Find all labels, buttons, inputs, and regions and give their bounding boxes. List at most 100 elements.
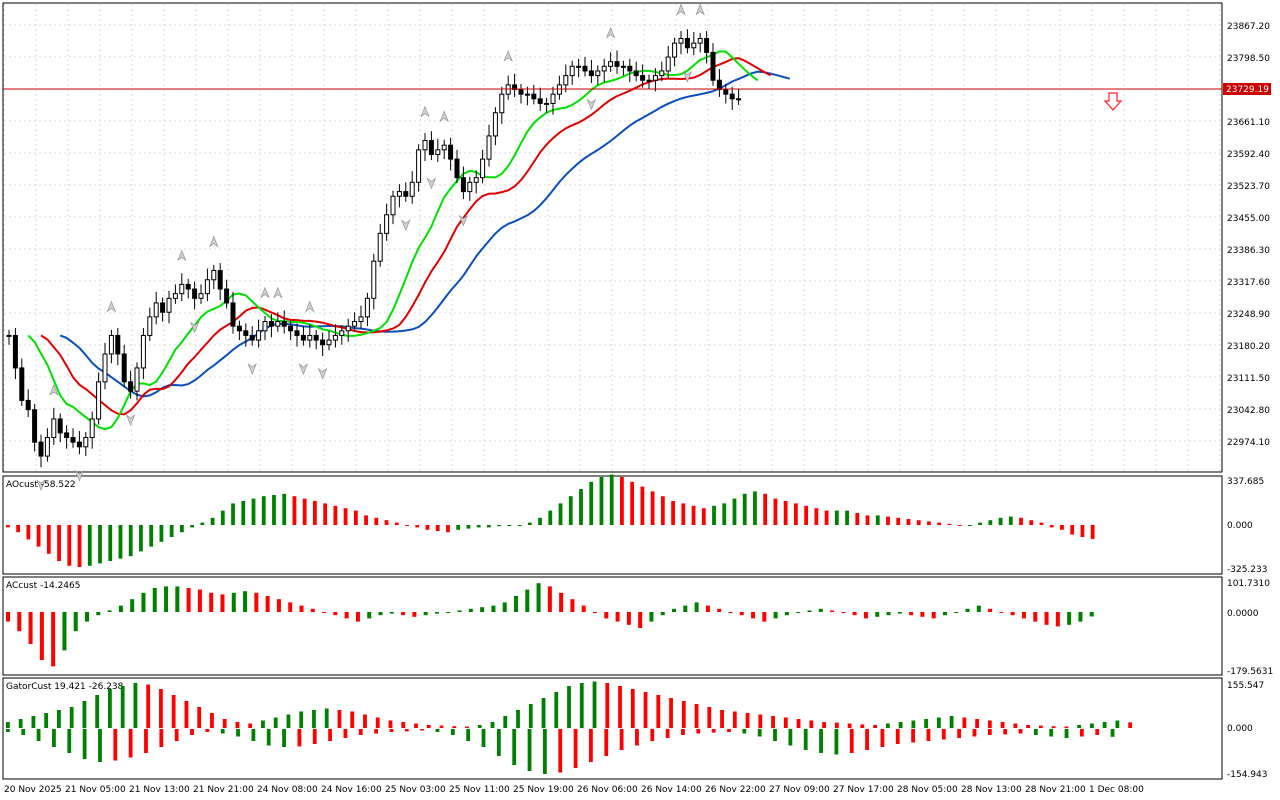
- ac-bar: [1033, 612, 1038, 622]
- ac-bar: [886, 612, 891, 616]
- fractal-up-icon: [605, 26, 616, 39]
- ao-bar: [405, 525, 409, 526]
- ac-bar: [434, 612, 439, 614]
- ao-bar: [210, 517, 215, 525]
- ao-bar: [333, 505, 338, 525]
- ac-bar: [1089, 612, 1094, 617]
- price-tick: 23111.50: [1227, 374, 1270, 384]
- candle-body: [601, 65, 607, 72]
- gator-upper-bar: [541, 698, 546, 728]
- gator-upper-bar: [401, 722, 406, 728]
- ac-bar: [355, 612, 360, 622]
- ao-bar: [486, 525, 491, 528]
- gator-lower-bar: [926, 729, 931, 741]
- ao-bar: [415, 525, 420, 528]
- main-price-pane[interactable]: [2, 2, 1223, 473]
- ac-bar: [638, 612, 643, 628]
- gator-lower-bar: [742, 729, 747, 734]
- ao-bar: [834, 510, 839, 525]
- gator-upper-bar: [235, 722, 240, 728]
- gator-lower-bar: [650, 729, 655, 741]
- candle-body: [6, 334, 12, 337]
- gator-upper-bar: [898, 722, 903, 728]
- ao-bar: [691, 505, 696, 525]
- ao-bar: [425, 525, 430, 530]
- gator-upper-bar: [528, 704, 533, 728]
- ac-bar: [197, 589, 202, 612]
- gator-lower-bar: [174, 729, 179, 741]
- gator-upper-bar: [924, 719, 929, 728]
- ac-bar: [976, 605, 981, 612]
- gator-upper-bar: [82, 701, 87, 728]
- candle-body: [326, 339, 332, 346]
- gator-lower-bar: [82, 729, 87, 759]
- candle-body: [134, 367, 140, 392]
- ac-bar: [796, 612, 801, 613]
- ao-bar: [978, 522, 982, 525]
- gator-lower-bar: [1003, 729, 1008, 735]
- candle-body: [121, 353, 127, 383]
- gator-histogram: [6, 681, 1133, 774]
- ao-bar: [620, 477, 624, 525]
- gator-upper-bar: [108, 689, 112, 728]
- gator-lower-bar: [420, 729, 425, 731]
- fractal-down-icon: [125, 414, 136, 426]
- ao-bar: [272, 495, 276, 525]
- ac-bar: [209, 592, 214, 612]
- candle-body: [697, 37, 703, 44]
- gator-upper-bar: [439, 725, 444, 728]
- gator-lower-bar: [159, 729, 164, 747]
- ac-bar: [423, 612, 428, 616]
- ao-bar: [855, 513, 860, 525]
- candle-body: [422, 140, 428, 151]
- time-label: 24 Nov 16:00: [321, 785, 382, 795]
- ac-bar: [152, 588, 157, 612]
- ac-bar: [841, 612, 846, 613]
- fractal-down-icon: [458, 214, 469, 227]
- ac-bar: [288, 602, 293, 612]
- gator-upper-bar: [771, 716, 775, 728]
- candle-body: [563, 75, 569, 86]
- ao-bar: [302, 498, 307, 525]
- fractal-up-icon: [305, 300, 315, 313]
- ao-bar: [527, 522, 532, 525]
- fractal-down-icon: [298, 363, 309, 375]
- gator-upper-bar: [477, 725, 482, 728]
- gator-lower-bar: [236, 729, 240, 737]
- ao-bar: [251, 498, 256, 525]
- ao-bar: [967, 525, 972, 526]
- gator-lower-bar: [604, 729, 609, 756]
- ao-bar: [231, 503, 235, 525]
- ac-bar: [457, 610, 462, 612]
- candle-body: [633, 70, 639, 77]
- ao-bar: [773, 498, 778, 525]
- gator-upper-bar: [911, 720, 916, 728]
- gator-upper-bar: [375, 717, 380, 728]
- ac-bar: [751, 612, 756, 619]
- gator-pane[interactable]: [2, 677, 1223, 780]
- gator-tick-top: 155.547: [1227, 681, 1264, 691]
- ao-bar: [435, 525, 440, 531]
- ao-bar: [374, 517, 379, 525]
- ac-bar: [62, 612, 67, 651]
- candle-body: [51, 418, 57, 439]
- gator-upper-bar: [822, 722, 826, 728]
- gator-lower-bar: [404, 729, 409, 732]
- sell-arrow-icon: [1103, 92, 1123, 111]
- gator-lower-bar: [957, 729, 962, 738]
- candle-body: [716, 79, 722, 91]
- ao-bar: [36, 525, 41, 547]
- ac-bar: [1067, 612, 1072, 625]
- ao-bar: [589, 481, 594, 525]
- ao-bar: [476, 525, 481, 528]
- candle-body: [307, 334, 313, 341]
- ac-pane[interactable]: [2, 576, 1223, 676]
- gator-upper-bar: [605, 683, 610, 728]
- gator-upper-bar: [949, 716, 954, 728]
- gator-upper-bar: [261, 720, 265, 728]
- gator-lower-bar: [36, 729, 41, 741]
- candle-body: [646, 79, 652, 82]
- ao-bar: [1060, 525, 1064, 530]
- gator-lower-bar: [1110, 729, 1115, 737]
